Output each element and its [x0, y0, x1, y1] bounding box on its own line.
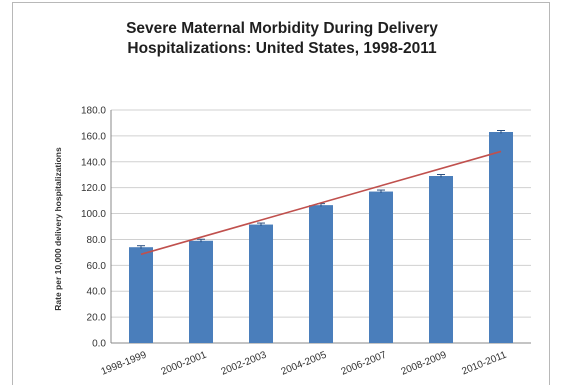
- x-tick-label: 2006-2007: [340, 349, 389, 377]
- bar: [189, 240, 213, 343]
- bar: [309, 205, 333, 343]
- y-tick-label: 160.0: [81, 131, 106, 142]
- y-tick-label: 100.0: [81, 209, 106, 220]
- y-tick-label: 80.0: [87, 235, 107, 246]
- x-tick-label: 2010-2011: [460, 349, 508, 377]
- y-tick-label: 120.0: [81, 183, 106, 194]
- chart-title-line-1: Severe Maternal Morbidity During Deliver…: [126, 20, 438, 37]
- chart-title-line-2: Hospitalizations: United States, 1998-20…: [127, 40, 437, 57]
- y-tick-label: 140.0: [81, 157, 106, 168]
- y-axis-label: Rate per 10,000 delivery hospitalization…: [53, 147, 63, 311]
- x-tick-label: 2002-2003: [220, 349, 269, 377]
- y-tick-label: 60.0: [87, 261, 107, 272]
- bar: [129, 247, 153, 343]
- bar: [369, 191, 393, 343]
- x-tick-label: 2008-2009: [400, 349, 449, 377]
- bar-chart: Severe Maternal Morbidity During Deliver…: [53, 20, 531, 378]
- x-tick-label: 2000-2001: [160, 349, 209, 377]
- y-tick-label: 0.0: [92, 339, 106, 350]
- x-tick-label: 1998-1999: [100, 349, 149, 377]
- y-tick-label: 180.0: [81, 106, 106, 117]
- chart-frame: Severe Maternal Morbidity During Deliver…: [12, 2, 550, 385]
- y-tick-label: 40.0: [87, 287, 107, 298]
- plot-area: 0.0 20.0 40.0 60.0 80.0 100.0 120.0 140.0 160.0 1…: [81, 106, 531, 378]
- bar: [489, 132, 513, 343]
- bar: [249, 224, 273, 343]
- bar: [429, 176, 453, 343]
- trend-line: [140, 150, 502, 256]
- y-tick-label: 20.0: [87, 313, 107, 324]
- x-tick-label: 2004-2005: [280, 349, 329, 377]
